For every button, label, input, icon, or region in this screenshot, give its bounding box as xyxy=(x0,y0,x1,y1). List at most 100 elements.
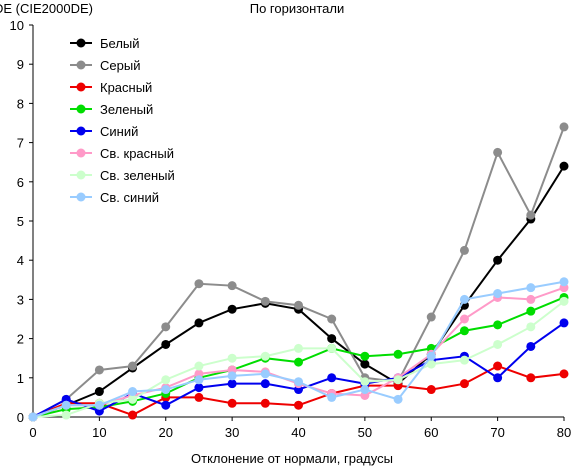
y-tick-label: 7 xyxy=(17,136,24,151)
legend-swatch-marker xyxy=(76,170,86,180)
x-tick-label: 10 xyxy=(92,425,106,440)
x-tick-label: 50 xyxy=(358,425,372,440)
data-point xyxy=(227,353,237,363)
data-point xyxy=(94,387,104,397)
y-tick-label: 0 xyxy=(17,410,24,425)
data-point xyxy=(559,296,569,306)
legend-label: Св. зеленый xyxy=(100,168,175,183)
x-tick-label: 60 xyxy=(424,425,438,440)
data-point xyxy=(459,355,469,365)
legend-item: Синий xyxy=(70,124,138,139)
data-point xyxy=(260,296,270,306)
data-point xyxy=(194,392,204,402)
y-tick-label: 8 xyxy=(17,96,24,111)
legend-label: Серый xyxy=(100,58,140,73)
legend-swatch-marker xyxy=(76,148,86,158)
data-point xyxy=(128,387,138,397)
data-point xyxy=(526,341,536,351)
data-point xyxy=(526,283,536,293)
legend-label: Св. красный xyxy=(100,146,174,161)
data-point xyxy=(559,318,569,328)
y-tick-label: 10 xyxy=(10,18,24,33)
legend-label: Красный xyxy=(100,80,152,95)
y-tick-label: 2 xyxy=(17,332,24,347)
y-tick-label: 9 xyxy=(17,57,24,72)
y-tick-label: 1 xyxy=(17,371,24,386)
legend-item: Зеленый xyxy=(70,102,153,117)
legend-label: Синий xyxy=(100,124,138,139)
data-point xyxy=(294,357,303,367)
data-point xyxy=(526,294,536,304)
x-tick-label: 0 xyxy=(29,425,36,440)
data-point xyxy=(227,398,237,408)
data-point xyxy=(526,373,536,383)
data-point xyxy=(327,334,337,344)
x-axis-label: Отклонение от нормали, градусы xyxy=(191,451,393,466)
x-tick-label: 40 xyxy=(291,425,305,440)
data-point xyxy=(327,343,337,353)
data-point xyxy=(426,385,436,395)
data-point xyxy=(426,351,436,361)
data-point xyxy=(327,314,337,324)
data-point xyxy=(227,281,237,291)
data-point xyxy=(294,377,303,387)
legend-swatch-marker xyxy=(76,60,86,70)
data-point xyxy=(194,318,204,328)
data-point xyxy=(128,410,138,420)
legend-item: Белый xyxy=(70,36,140,51)
data-point xyxy=(360,385,370,395)
data-point xyxy=(227,304,237,314)
data-point xyxy=(393,375,403,385)
legend-swatch-marker xyxy=(76,126,86,136)
data-point xyxy=(294,400,303,410)
data-point xyxy=(360,351,370,361)
data-point xyxy=(94,400,104,410)
data-point xyxy=(459,245,469,255)
data-point xyxy=(194,375,204,385)
data-point xyxy=(260,379,270,389)
data-point xyxy=(393,394,403,404)
legend-item: Красный xyxy=(70,80,152,95)
y-tick-label: 3 xyxy=(17,292,24,307)
data-point xyxy=(61,410,71,420)
x-tick-label: 80 xyxy=(557,425,571,440)
data-point xyxy=(28,412,38,422)
y-axis-label: DE (CIE2000DE) xyxy=(0,1,93,16)
data-point xyxy=(559,122,569,132)
data-point xyxy=(360,377,370,387)
legend-swatch-marker xyxy=(76,104,86,114)
data-point xyxy=(493,147,503,157)
y-tick-label: 5 xyxy=(17,214,24,229)
data-point xyxy=(559,277,569,287)
data-point xyxy=(426,312,436,322)
data-point xyxy=(459,326,469,336)
data-point xyxy=(559,369,569,379)
data-point xyxy=(493,255,503,265)
data-point xyxy=(360,359,370,369)
data-point xyxy=(161,400,171,410)
legend-label: Белый xyxy=(100,36,140,51)
data-point xyxy=(161,322,171,332)
data-point xyxy=(393,349,403,359)
series-layer xyxy=(28,122,569,422)
chart-title: По горизонтали xyxy=(250,1,344,16)
legend-swatch-marker xyxy=(76,82,86,92)
series-8 xyxy=(28,277,569,422)
data-point xyxy=(227,371,237,381)
data-point xyxy=(327,392,337,402)
data-point xyxy=(260,398,270,408)
series-7 xyxy=(28,296,569,422)
data-point xyxy=(526,306,536,316)
x-tick-label: 20 xyxy=(159,425,173,440)
data-point xyxy=(194,279,204,289)
data-point xyxy=(94,365,104,375)
legend-label: Зеленый xyxy=(100,102,153,117)
legend: Белый Серый Красный Зеленый Синий Св. красный… xyxy=(70,36,175,205)
data-point xyxy=(194,383,204,393)
data-point xyxy=(327,373,337,383)
data-point xyxy=(128,361,138,371)
data-point xyxy=(294,300,303,310)
data-point xyxy=(128,394,138,404)
data-point xyxy=(493,320,503,330)
